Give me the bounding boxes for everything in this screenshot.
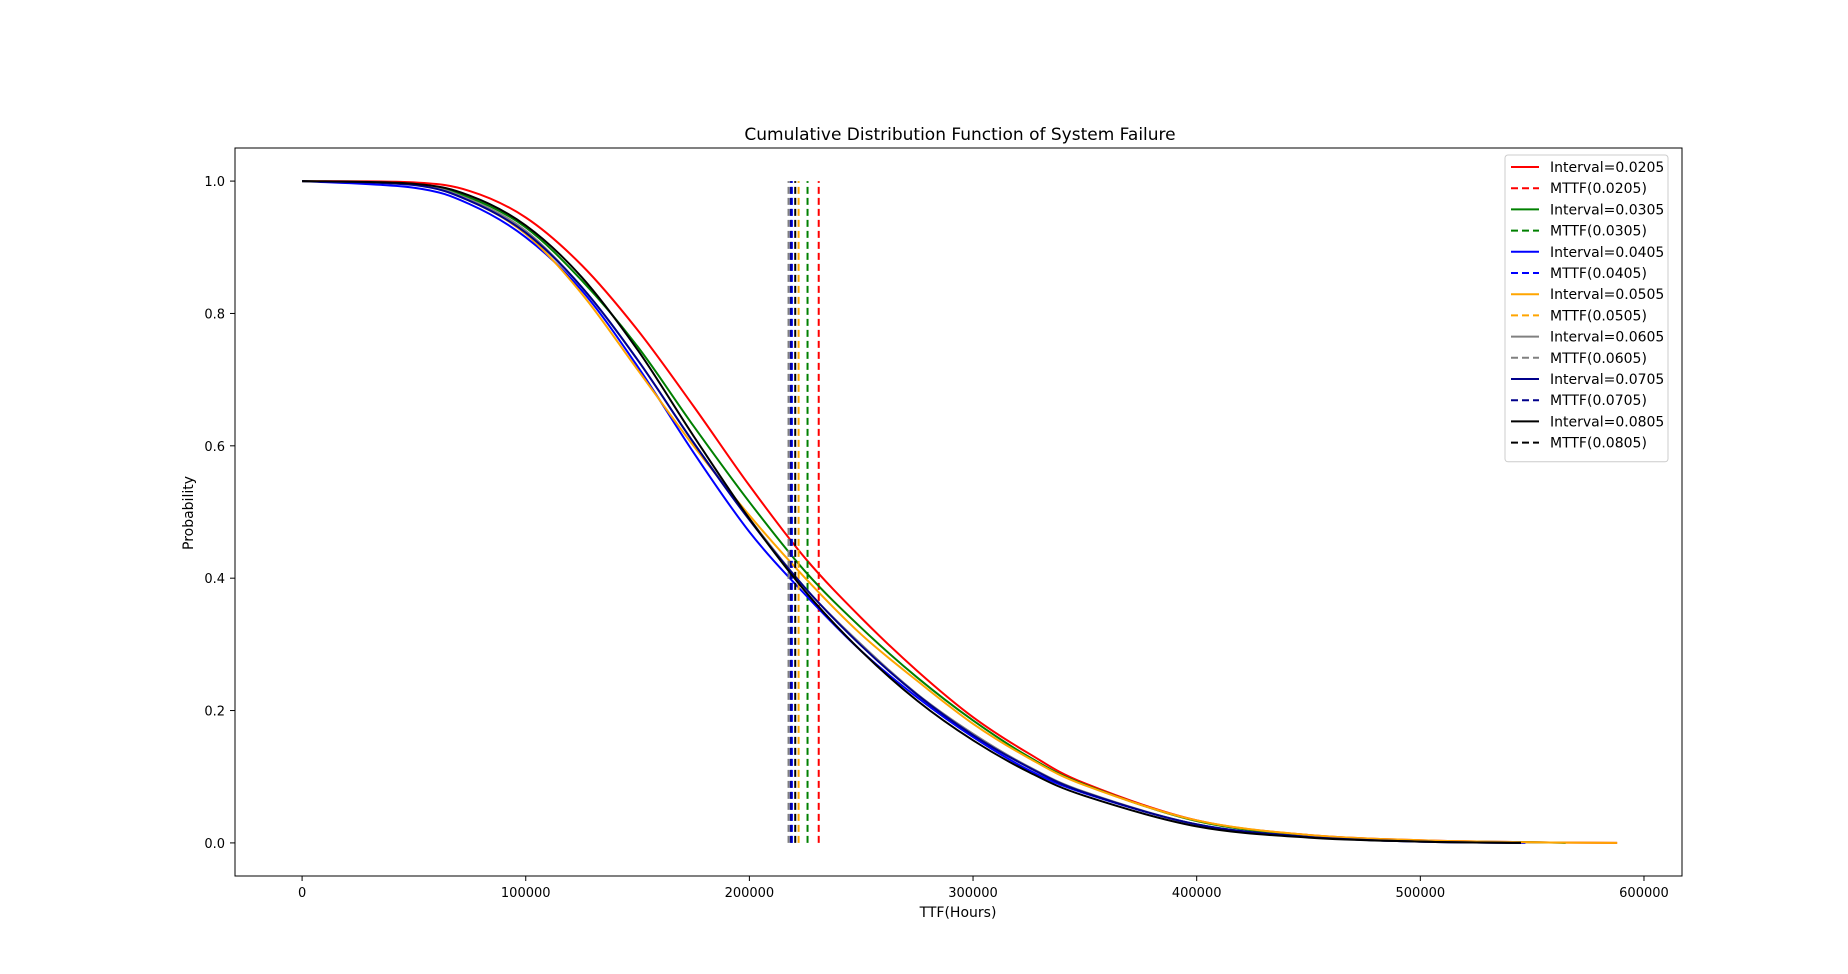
legend-label: MTTF(0.0305) <box>1550 224 1647 240</box>
legend-label: MTTF(0.0205) <box>1550 181 1647 197</box>
series-line-9 <box>302 180 1521 844</box>
x-tick-label: 0 <box>298 886 306 901</box>
x-tick-label: 600000 <box>1619 886 1669 901</box>
legend-label: MTTF(0.0505) <box>1550 308 1647 324</box>
series-line-13 <box>302 180 1521 844</box>
series-line-5 <box>302 180 1526 844</box>
y-axis-label: Probability <box>181 476 197 550</box>
x-tick-label: 400000 <box>1172 886 1222 901</box>
x-tick-label: 200000 <box>725 886 775 901</box>
x-tick-label: 100000 <box>501 886 551 901</box>
legend-label: MTTF(0.0705) <box>1550 393 1647 409</box>
x-axis-label: TTF(Hours) <box>919 905 997 921</box>
legend-label: Interval=0.0605 <box>1550 330 1664 346</box>
legend-label: MTTF(0.0605) <box>1550 351 1647 367</box>
legend-label: Interval=0.0505 <box>1550 287 1664 303</box>
y-tick-label: 0.2 <box>204 705 225 720</box>
x-tick-label: 500000 <box>1396 886 1446 901</box>
legend-label: Interval=0.0705 <box>1550 372 1664 388</box>
legend: Interval=0.0205 MTTF(0.0205) Interval=0.03… <box>1504 154 1669 463</box>
x-axis: 0 100000 200000 300000 400000 500000 600000 <box>298 876 1669 901</box>
legend-label: Interval=0.0305 <box>1550 202 1664 218</box>
series-line-7 <box>302 180 1618 844</box>
y-tick-label: 1.0 <box>204 175 225 190</box>
legend-label: MTTF(0.0405) <box>1550 266 1647 282</box>
legend-label: Interval=0.0405 <box>1550 245 1664 261</box>
legend-box <box>1504 154 1669 463</box>
series-line-1 <box>302 180 1618 844</box>
y-tick-label: 0.0 <box>204 837 225 852</box>
legend-label: Interval=0.0805 <box>1550 414 1664 430</box>
y-tick-label: 0.4 <box>204 572 225 587</box>
series-line-11 <box>302 180 1521 844</box>
legend-label: Interval=0.0205 <box>1550 160 1664 176</box>
legend-label: MTTF(0.0805) <box>1550 436 1647 452</box>
chart-title: Cumulative Distribution Function of Syst… <box>744 125 1175 145</box>
y-tick-label: 0.8 <box>204 307 225 322</box>
x-tick-label: 300000 <box>948 886 998 901</box>
y-axis: 0.0 0.2 0.4 0.6 0.8 1.0 <box>204 175 235 852</box>
y-tick-label: 0.6 <box>204 440 225 455</box>
plot-frame <box>234 147 1683 877</box>
series-line-3 <box>302 180 1566 844</box>
